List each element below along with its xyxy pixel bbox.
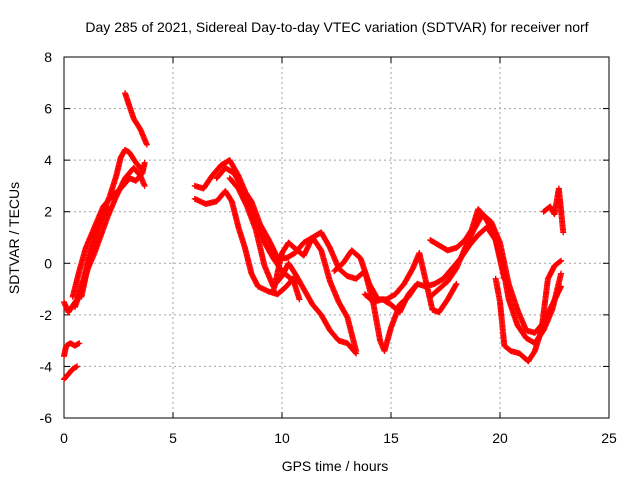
- data-point: [141, 159, 148, 166]
- data-point: [558, 270, 565, 277]
- y-axis-label: SDTVAR / TECUs: [6, 182, 22, 294]
- data-point: [141, 182, 148, 189]
- series-track-e: [61, 340, 83, 360]
- y-tick-label: 4: [44, 152, 52, 168]
- series-track-r: [540, 185, 567, 236]
- data-point: [452, 282, 459, 289]
- data-point: [143, 141, 150, 148]
- series-track-d: [78, 203, 111, 300]
- y-tick-label: -2: [40, 307, 53, 323]
- x-tick-label: 20: [492, 430, 508, 446]
- series-track-j: [213, 164, 360, 354]
- data-point: [76, 340, 83, 347]
- axis-ticks: [63, 56, 610, 419]
- x-tick-label: 5: [169, 430, 177, 446]
- series-track-q: [492, 257, 565, 365]
- data-point: [352, 349, 359, 356]
- plot-frame: [63, 56, 610, 419]
- data-point: [296, 296, 303, 303]
- y-tick-label: -6: [40, 410, 53, 426]
- series-track-g: [122, 90, 150, 148]
- series-track-m: [331, 247, 460, 316]
- data-point: [74, 363, 81, 370]
- x-tick-label: 15: [383, 430, 399, 446]
- series-track-i: [191, 188, 303, 303]
- x-tick-labels: 0 5 10 15 20 25: [60, 430, 617, 446]
- series-track-f: [61, 363, 81, 383]
- x-tick-label: 0: [60, 430, 68, 446]
- y-tick-labels: -6 -4 -2 0 2 4 6 8: [40, 49, 53, 426]
- chart-title: Day 285 of 2021, Sidereal Day-to-day VTE…: [85, 19, 588, 35]
- y-tick-label: 2: [44, 204, 52, 220]
- x-axis-label: GPS time / hours: [282, 458, 389, 474]
- x-tick-label: 25: [601, 430, 617, 446]
- data-point: [560, 229, 567, 236]
- data-point: [104, 203, 111, 210]
- y-tick-label: 6: [44, 101, 52, 117]
- x-tick-label: 10: [274, 430, 290, 446]
- y-tick-label: 0: [44, 255, 52, 271]
- data-points: [61, 90, 567, 383]
- y-tick-label: -4: [40, 358, 53, 374]
- y-tick-label: 8: [44, 49, 52, 65]
- data-point: [558, 257, 565, 264]
- grid-lines: [64, 57, 609, 418]
- data-point: [353, 350, 360, 357]
- series-track-k: [226, 175, 360, 357]
- data-point: [453, 280, 460, 287]
- data-point: [556, 258, 563, 265]
